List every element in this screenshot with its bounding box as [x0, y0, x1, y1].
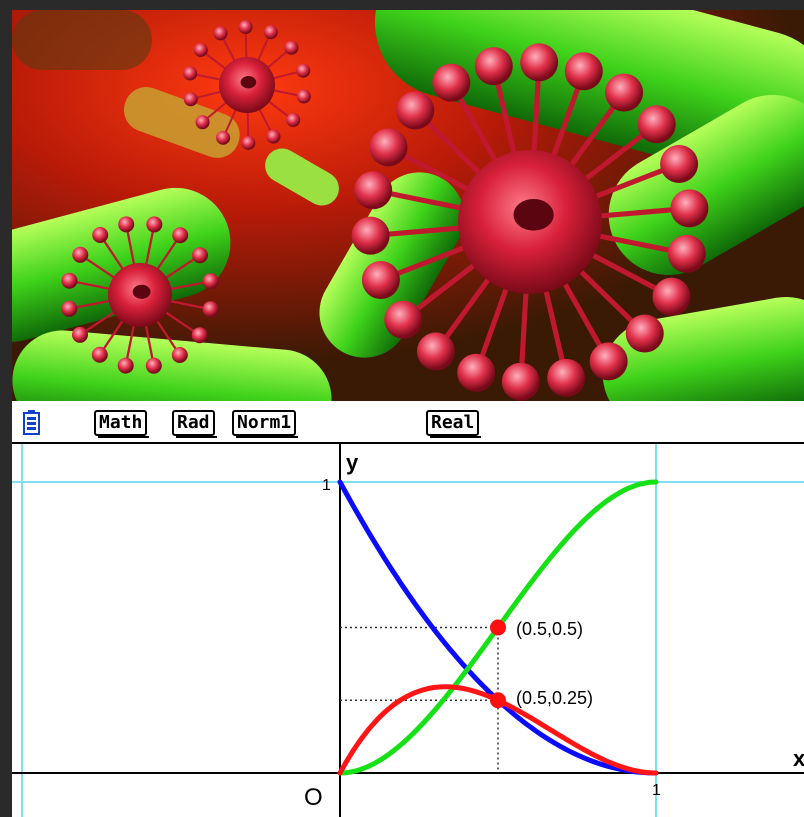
- small-virus-left: [61, 216, 219, 374]
- marked-point-1: [490, 619, 506, 636]
- x-tick-1: 1: [652, 782, 661, 799]
- complex-mode-indicator: Real: [426, 410, 482, 438]
- y-axis-label: y: [346, 450, 359, 475]
- status-bar: Math Rad Norm1 Real: [12, 401, 804, 444]
- marked-point-2: [490, 692, 506, 709]
- small-virus-top: [183, 20, 311, 150]
- marked-points: [490, 619, 506, 709]
- point-label-0-5-0-5: (0.5,0.5): [516, 619, 583, 639]
- battery-icon: [23, 410, 40, 435]
- graph-area: y x O 1 1 (0.5,0.5) (0.5,0.25): [12, 444, 804, 817]
- large-virus: [351, 43, 709, 401]
- math-mode-indicator: Math: [94, 410, 150, 438]
- virus-particles: [61, 20, 709, 401]
- dotted-guides: [340, 626, 499, 773]
- origin-label: O: [304, 784, 323, 811]
- virus-illustration: [12, 10, 804, 401]
- angle-mode-indicator: Rad: [172, 410, 217, 438]
- y-tick-1: 1: [322, 477, 331, 494]
- display-mode-indicator: Norm1: [232, 410, 299, 438]
- point-label-0-5-0-25: (0.5,0.25): [516, 688, 593, 708]
- x-axis-label: x: [793, 746, 804, 771]
- app-frame: Math Rad Norm1 Real y x O 1 1 (0.5,0.5) …: [12, 10, 804, 817]
- status-bar-divider: [12, 442, 804, 444]
